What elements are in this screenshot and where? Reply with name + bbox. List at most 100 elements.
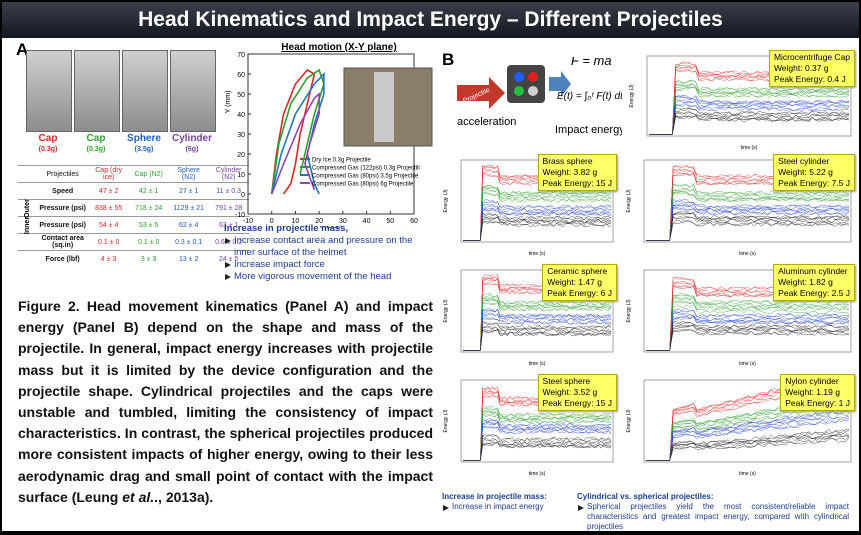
info-line: Weight: 5.22 g [778, 167, 850, 178]
panel-label: B [442, 50, 454, 70]
cell: 27 ± 1 [169, 183, 209, 200]
trace [649, 100, 849, 134]
info-line: Weight: 3.52 g [543, 387, 612, 398]
axis-label: Energy (J) [626, 299, 632, 322]
table-row: OuterPressure (psi)838 ± 55718 ± 241129 … [18, 200, 249, 217]
trace [463, 207, 611, 240]
axis-label: Energy (J) [443, 189, 449, 212]
header-cell: Projectiles [37, 166, 89, 183]
caption-text: ., 2013a). [154, 489, 213, 505]
photo-mass: (6g) [168, 144, 216, 155]
note-bullet: Increase impact force [224, 259, 436, 271]
header-cell: Sphere (N2) [169, 166, 209, 183]
header-cell: Cap (N2) [129, 166, 169, 183]
info-line: Weight: 0.37 g [774, 63, 850, 74]
cell: 718 ± 24 [129, 200, 169, 217]
trace [646, 436, 849, 460]
title-bar: Head Kinematics and Impact Energy – Diff… [2, 2, 859, 38]
dot [528, 72, 538, 82]
trace [646, 212, 849, 241]
info-line: Microcentrifuge Cap [774, 52, 850, 63]
photo-inset-detail [374, 72, 394, 142]
dot [514, 86, 524, 96]
caption-text: Figure 2. Head movement kinematics (Pane… [18, 298, 433, 505]
photo-name: Sphere [127, 133, 161, 144]
energy-formula: E(t) = ∫₀ᵗ F(t) dt [557, 91, 622, 102]
info-box: Aluminum cylinderWeight: 1.82 gPeak Ener… [773, 264, 855, 301]
y-tick-label: 40 [237, 112, 245, 119]
trace [646, 433, 849, 460]
header-cell: Cap (dry ice) [89, 166, 129, 183]
caption-italic: et al. [122, 489, 154, 505]
trace [646, 321, 849, 351]
trace [649, 112, 849, 134]
info-line: Peak Energy: 15 J [543, 178, 612, 189]
info-line: Steel sphere [543, 376, 612, 387]
row-label: Force (lbf) [37, 251, 89, 268]
cell [18, 251, 37, 268]
info-line: Weight: 1.82 g [778, 277, 850, 288]
acceleration-label: acceleration [457, 116, 516, 128]
trace [649, 84, 849, 134]
trace [463, 213, 611, 240]
info-line: Peak Energy: 7.5 J [778, 178, 850, 189]
info-box: Steel cylinderWeight: 5.22 gPeak Energy:… [773, 154, 855, 191]
table-wrap: ProjectilesCap (dry ice)Cap (N2)Sphere (… [18, 165, 249, 267]
axis-label: Energy (J) [443, 409, 449, 432]
device [507, 65, 545, 103]
row-label: Pressure (psi) [37, 217, 89, 234]
y-tick-label: 50 [237, 92, 245, 99]
trace [646, 216, 849, 240]
group-cell [18, 234, 37, 251]
legend-label: Compressed Gas (80psi) 6g Projectile [312, 182, 414, 188]
axis-label: time (s) [739, 361, 756, 367]
group-label: Inner [24, 216, 31, 233]
photo-name: Cap [87, 133, 106, 144]
info-line: Peak Energy: 6 J [547, 288, 612, 299]
bottom-heading: Cylindrical vs. spherical projectiles: [577, 492, 849, 502]
info-line: Weight: 1.47 g [547, 277, 612, 288]
cell: 1129 ± 21 [169, 200, 209, 217]
axis-label: time (s) [529, 361, 546, 367]
cell: 54 ± 4 [89, 217, 129, 234]
head-motion-chart: Head motion (X-Y plane)-1001020304050607… [224, 42, 438, 228]
bottom-left: Increase in projectile mass: Increase in… [442, 492, 572, 512]
bottom-right: Cylindrical vs. spherical projectiles: S… [577, 492, 849, 531]
info-line: Peak Energy: 2.5 J [778, 288, 850, 299]
cell [18, 183, 37, 200]
y-tick-label: 70 [237, 52, 245, 59]
table-row: Force (lbf)4 ± 33 ± 313 ± 224 ± 5 [18, 251, 249, 268]
info-box: Ceramic sphereWeight: 1.47 gPeak Energy:… [542, 264, 617, 301]
axis-label: Energy (J) [443, 299, 449, 322]
y-tick-label: 0 [241, 192, 245, 199]
photo-mass: (0.3g) [24, 144, 72, 155]
axis-label: time (s) [529, 471, 546, 477]
table-header: ProjectilesCap (dry ice)Cap (N2)Sphere (… [18, 166, 249, 183]
trace [646, 204, 849, 241]
row-label: Contact area (sq.in) [37, 234, 89, 251]
row-label: Speed [37, 183, 89, 200]
caption: Figure 2. Head movement kinematics (Pane… [18, 296, 433, 508]
cell: 3 ± 3 [129, 251, 169, 268]
group-cell: Inner [18, 217, 37, 234]
legend-label: Compressed Gas (80psi) 3.5g Projectile [312, 174, 419, 180]
trace [646, 402, 849, 460]
table-row: Contact area (sq.in)0.1 ± 00.1 ± 00.3 ± … [18, 234, 249, 251]
info-line: Nylon cylinder [785, 376, 850, 387]
row-label: Pressure (psi) [37, 200, 89, 217]
trace [646, 429, 849, 460]
trace [463, 420, 611, 460]
group-cell: Outer [18, 200, 37, 217]
y-tick-label: 30 [237, 132, 245, 139]
cell: 0.1 ± 0 [89, 234, 129, 251]
photo-mass: (3.5g) [120, 144, 168, 155]
trace [463, 322, 611, 351]
info-line: Brass sphere [543, 156, 612, 167]
cell: 42 ± 1 [129, 183, 169, 200]
formula: F = ma [571, 57, 612, 68]
slide: Head Kinematics and Impact Energy – Diff… [2, 2, 859, 531]
axis-label: Energy (J) [629, 84, 635, 107]
info-line: Steel cylinder [778, 156, 850, 167]
legend-label: Compressed Gas (122psi) 0.3g Projectili [312, 166, 420, 172]
